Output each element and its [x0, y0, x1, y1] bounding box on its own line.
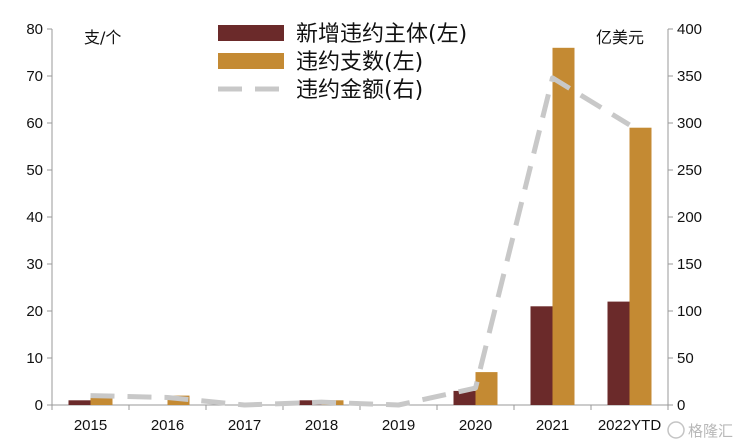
- right-tick-label: 150: [677, 256, 702, 273]
- legend-swatch: [218, 53, 284, 69]
- watermark: 格隆汇: [667, 421, 733, 440]
- bar-1: [68, 400, 91, 405]
- gelonghui-logo-icon: [667, 421, 685, 439]
- legend-swatch: [218, 25, 284, 41]
- right-tick-label: 400: [677, 21, 702, 38]
- x-tick-label: 2017: [228, 417, 261, 434]
- left-tick-label: 10: [26, 350, 43, 367]
- right-tick-label: 200: [677, 209, 702, 226]
- x-tick-label: 2015: [74, 417, 107, 434]
- bar-2: [552, 47, 575, 406]
- left-tick-label: 20: [26, 303, 43, 320]
- bar-1: [530, 306, 553, 405]
- legend-label: 违约支数(左): [296, 50, 423, 75]
- right-tick-label: 100: [677, 303, 702, 320]
- bar-1: [299, 400, 322, 405]
- x-tick-label: 2020: [459, 417, 492, 434]
- bar-2: [90, 395, 113, 405]
- left-tick-label: 80: [26, 21, 43, 38]
- tick-labels: 0 10 20 30 40 50 60 70 80 0 50 100 150 200 250 300 350 40…: [26, 21, 702, 434]
- bar-2: [629, 127, 652, 405]
- left-tick-label: 60: [26, 115, 43, 132]
- bar-1: [607, 301, 630, 405]
- right-tick-label: 50: [677, 350, 694, 367]
- x-tick-label: 2021: [536, 417, 569, 434]
- legend-label: 违约金额(右): [296, 78, 423, 103]
- line-series-path: [90, 75, 631, 408]
- left-tick-label: 0: [35, 397, 43, 414]
- x-tick-label: 2019: [382, 417, 415, 434]
- bars: [68, 47, 652, 406]
- left-tick-label: 70: [26, 68, 43, 85]
- right-tick-label: 250: [677, 162, 702, 179]
- right-tick-label: 350: [677, 68, 702, 85]
- left-axis-unit: 支/个: [84, 28, 121, 47]
- line-series: [90, 75, 631, 408]
- x-tick-label: 2022YTD: [598, 417, 662, 434]
- left-tick-label: 50: [26, 162, 43, 179]
- right-tick-label: 0: [677, 397, 685, 414]
- legend-label: 新增违约主体(左): [296, 22, 467, 47]
- legend: 新增违约主体(左) 违约支数(左) 违约金额(右): [218, 22, 467, 103]
- left-tick-label: 40: [26, 209, 43, 226]
- bar-1: [453, 390, 476, 405]
- right-axis-unit: 亿美元: [596, 28, 644, 47]
- right-tick-label: 300: [677, 115, 702, 132]
- watermark-text: 格隆汇: [688, 422, 733, 440]
- bar-2: [475, 372, 498, 405]
- left-tick-label: 30: [26, 256, 43, 273]
- x-tick-label: 2016: [151, 417, 184, 434]
- x-tick-label: 2018: [305, 417, 338, 434]
